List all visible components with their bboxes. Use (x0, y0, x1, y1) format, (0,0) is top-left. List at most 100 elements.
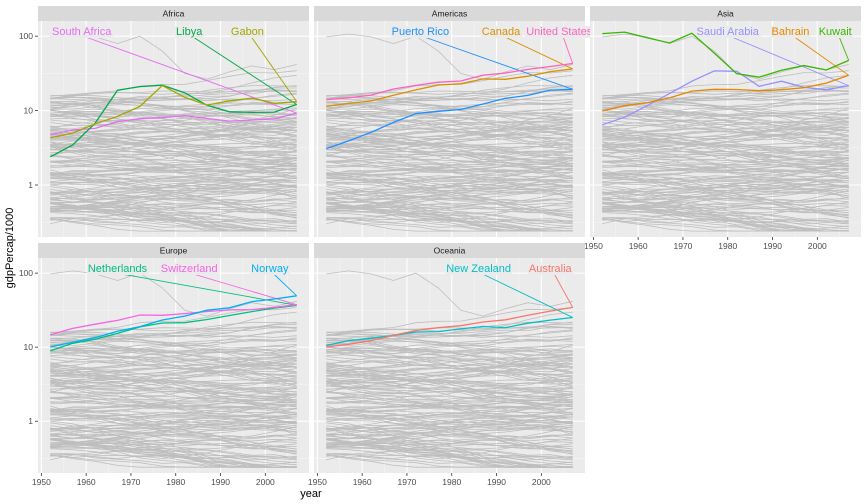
facet-strip (590, 6, 861, 21)
background-country-line (50, 445, 297, 464)
background-country-line (50, 339, 297, 354)
background-country-line (326, 411, 573, 430)
background-country-line (50, 139, 297, 150)
background-country-line (326, 172, 573, 182)
background-country-line (50, 356, 297, 372)
background-country-line (326, 164, 573, 180)
background-country-line (50, 96, 297, 102)
facet-panel-africa: Africa South Africa Libya Gabon 1 10 100 (19, 6, 309, 237)
background-country-line (50, 409, 297, 418)
x-tick-label: 1990 (763, 241, 782, 251)
background-country-line (602, 102, 849, 118)
background-country-line (326, 454, 573, 468)
background-country-line (602, 142, 849, 149)
background-country-line (602, 200, 849, 232)
background-country-line (602, 110, 849, 136)
series-label: Saudi Arabia (697, 26, 760, 38)
background-country-line (50, 174, 297, 189)
background-country-line (326, 218, 573, 232)
y-tick-label: 100 (19, 268, 33, 278)
background-country-line (602, 201, 849, 222)
background-country-line (326, 109, 573, 118)
series-label-leader (251, 36, 298, 102)
background-country-line (50, 120, 297, 136)
background-country-line (326, 419, 573, 431)
background-country-line (326, 344, 573, 366)
background-country-line (50, 183, 297, 195)
background-country-line (50, 163, 297, 178)
background-country-line (50, 400, 297, 416)
background-country-line (50, 410, 297, 425)
background-country-line (326, 33, 573, 80)
background-country-line (602, 125, 849, 171)
x-tick-label: 1990 (211, 477, 230, 487)
background-country-line (602, 207, 849, 221)
background-country-line (326, 339, 573, 354)
background-country-line (326, 361, 573, 408)
background-country-line (602, 89, 849, 97)
background-country-line (50, 344, 297, 376)
background-country-line (326, 375, 573, 387)
series-label: Bahrain (771, 26, 809, 38)
background-country-line (50, 117, 297, 137)
background-country-line (50, 164, 297, 180)
background-country-line (326, 443, 573, 458)
background-country-line (326, 348, 573, 368)
background-country-line (50, 346, 297, 355)
background-country-line (50, 201, 297, 222)
background-country-line (50, 144, 297, 162)
background-country-line (326, 212, 573, 225)
x-axis-title: year (300, 488, 322, 500)
background-country-line (50, 325, 297, 334)
x-tick-label: 1950 (308, 477, 327, 487)
background-country-line (326, 174, 573, 189)
background-country-line (326, 183, 573, 195)
background-country-line (326, 190, 573, 224)
background-country-line (602, 197, 849, 209)
background-country-line (326, 422, 573, 436)
facet-panel-oceania: Oceania New Zealand Australia 1950 1960 1970 1… (308, 243, 585, 487)
background-country-line (326, 378, 573, 385)
background-country-line (326, 324, 573, 345)
series-label-background (159, 263, 219, 275)
x-tick-label: 2000 (808, 241, 827, 251)
background-country-line (602, 96, 849, 102)
background-country-line (602, 172, 849, 182)
background-country-line (50, 397, 297, 416)
series-label-background (480, 26, 523, 38)
y-tick-label: 10 (24, 342, 34, 352)
background-country-line (326, 325, 573, 334)
series-label: Norway (251, 263, 289, 275)
x-tick-label: 1970 (121, 477, 140, 487)
background-country-line (326, 347, 573, 373)
background-country-line (50, 102, 297, 118)
background-country-line (326, 110, 573, 136)
background-country-line (326, 443, 573, 457)
background-country-line (50, 142, 297, 149)
facet-strip (38, 243, 309, 258)
series-label-leader (553, 273, 574, 308)
series-label: Australia (529, 263, 573, 275)
background-country-line (602, 120, 849, 136)
x-tick-label: 1960 (629, 241, 648, 251)
background-country-line (50, 116, 297, 132)
series-label: Libya (176, 26, 203, 38)
background-country-line (50, 326, 297, 337)
series-label-background (770, 26, 811, 38)
background-country-line (50, 200, 297, 232)
background-country-line (50, 102, 297, 110)
background-country-line (326, 184, 573, 201)
series-line (326, 306, 573, 348)
series-label-background (175, 26, 205, 38)
background-country-line (50, 177, 297, 218)
series-label: Gabon (231, 26, 264, 38)
background-country-line (602, 182, 849, 196)
background-country-line (602, 111, 849, 132)
background-country-line (50, 197, 297, 209)
series-line (602, 70, 849, 126)
y-tick-label: 100 (19, 31, 33, 41)
series-line (50, 304, 297, 352)
x-tick-label: 1950 (584, 241, 603, 251)
background-country-line (50, 209, 297, 228)
background-country-line (50, 419, 297, 431)
